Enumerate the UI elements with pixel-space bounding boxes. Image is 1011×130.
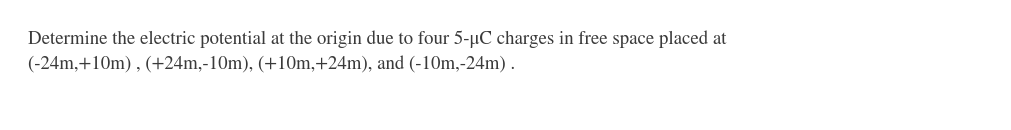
Text: Determine the electric potential at the origin due to four 5-μC charges in free : Determine the electric potential at the … — [28, 30, 726, 74]
